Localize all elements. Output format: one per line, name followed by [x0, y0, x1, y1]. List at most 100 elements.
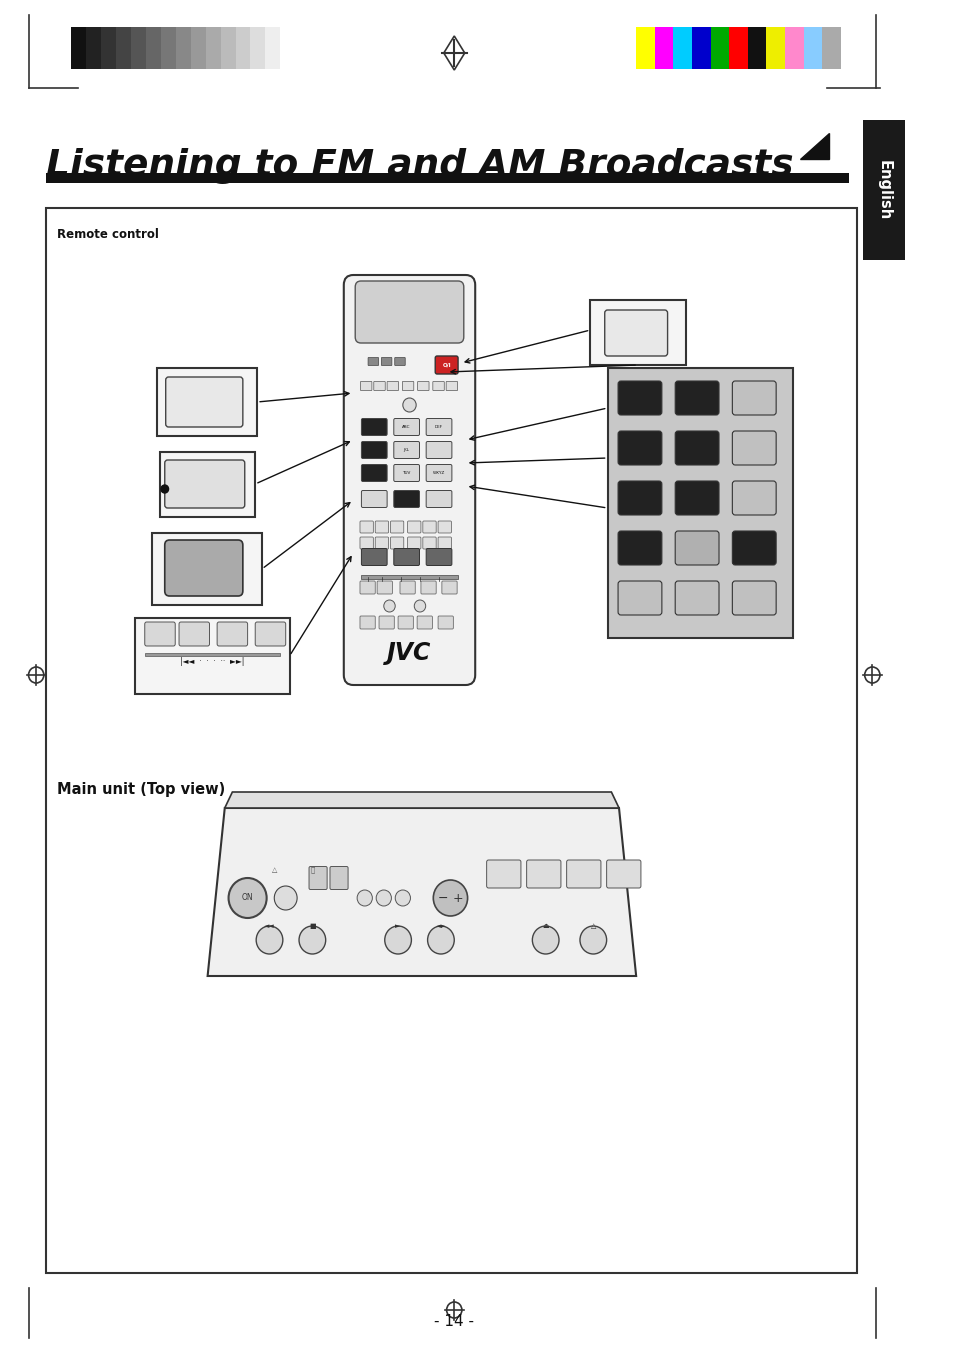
FancyBboxPatch shape [399, 581, 415, 594]
Text: ►: ► [395, 923, 400, 929]
FancyBboxPatch shape [359, 581, 375, 594]
FancyBboxPatch shape [376, 581, 392, 594]
FancyBboxPatch shape [361, 549, 387, 566]
Bar [821, 27, 840, 69]
FancyBboxPatch shape [675, 481, 719, 515]
FancyBboxPatch shape [426, 465, 452, 481]
Bar [673, 27, 691, 69]
Bar [101, 27, 116, 69]
FancyBboxPatch shape [355, 281, 463, 343]
FancyBboxPatch shape [375, 521, 388, 534]
Text: ⏏: ⏏ [542, 923, 548, 929]
Bar [265, 27, 280, 69]
FancyBboxPatch shape [255, 621, 285, 646]
Bar [46, 208, 856, 1273]
Text: JVC: JVC [387, 640, 432, 665]
Bar [146, 27, 161, 69]
FancyBboxPatch shape [368, 358, 378, 366]
FancyBboxPatch shape [437, 536, 451, 549]
FancyBboxPatch shape [441, 581, 456, 594]
Bar [590, 300, 685, 365]
FancyBboxPatch shape [407, 521, 420, 534]
Circle shape [579, 925, 606, 954]
FancyBboxPatch shape [378, 616, 394, 630]
FancyBboxPatch shape [435, 357, 457, 374]
FancyBboxPatch shape [145, 621, 175, 646]
Circle shape [433, 880, 467, 916]
Text: ABC: ABC [402, 426, 411, 430]
Bar [175, 27, 191, 69]
Text: △: △ [272, 867, 276, 873]
Text: DEF: DEF [435, 426, 442, 430]
FancyBboxPatch shape [732, 381, 776, 415]
FancyBboxPatch shape [606, 861, 640, 888]
FancyBboxPatch shape [360, 381, 372, 390]
Bar [765, 27, 784, 69]
FancyBboxPatch shape [390, 536, 403, 549]
FancyBboxPatch shape [374, 381, 385, 390]
Circle shape [256, 925, 282, 954]
Bar [46, 173, 847, 182]
Text: English: English [876, 159, 890, 220]
FancyBboxPatch shape [361, 490, 387, 508]
Bar [71, 27, 87, 69]
Text: JKL: JKL [403, 449, 409, 453]
Bar [710, 27, 728, 69]
Circle shape [402, 399, 416, 412]
Bar [135, 617, 289, 694]
Bar [728, 27, 747, 69]
Bar [131, 27, 146, 69]
FancyBboxPatch shape [390, 521, 403, 534]
FancyBboxPatch shape [361, 419, 387, 435]
Text: +: + [453, 892, 463, 905]
Bar [802, 27, 821, 69]
Bar [747, 27, 765, 69]
FancyBboxPatch shape [566, 861, 600, 888]
Circle shape [161, 485, 169, 493]
Circle shape [384, 925, 411, 954]
FancyBboxPatch shape [165, 540, 243, 596]
Bar [360, 576, 457, 580]
FancyBboxPatch shape [618, 581, 661, 615]
FancyBboxPatch shape [395, 358, 405, 366]
FancyBboxPatch shape [407, 536, 420, 549]
FancyBboxPatch shape [618, 531, 661, 565]
FancyBboxPatch shape [446, 381, 457, 390]
FancyBboxPatch shape [732, 431, 776, 465]
Text: WXYZ: WXYZ [433, 471, 445, 476]
Polygon shape [208, 808, 636, 975]
Bar [691, 27, 710, 69]
Bar [161, 27, 175, 69]
FancyBboxPatch shape [166, 377, 243, 427]
Text: Main unit (Top view): Main unit (Top view) [57, 782, 225, 797]
FancyBboxPatch shape [426, 419, 452, 435]
FancyBboxPatch shape [309, 866, 327, 889]
FancyBboxPatch shape [165, 459, 245, 508]
FancyBboxPatch shape [397, 616, 413, 630]
FancyBboxPatch shape [526, 861, 560, 888]
Bar [116, 27, 131, 69]
FancyBboxPatch shape [422, 521, 436, 534]
FancyBboxPatch shape [381, 358, 392, 366]
Bar [607, 367, 793, 638]
FancyBboxPatch shape [433, 381, 444, 390]
FancyBboxPatch shape [359, 536, 373, 549]
Circle shape [298, 925, 325, 954]
FancyBboxPatch shape [217, 621, 248, 646]
Circle shape [356, 890, 372, 907]
FancyBboxPatch shape [416, 616, 432, 630]
Bar [157, 367, 257, 436]
FancyBboxPatch shape [330, 866, 348, 889]
FancyBboxPatch shape [732, 581, 776, 615]
Circle shape [229, 878, 267, 917]
Text: ⬜: ⬜ [310, 867, 314, 873]
FancyBboxPatch shape [361, 442, 387, 458]
FancyBboxPatch shape [179, 621, 210, 646]
FancyBboxPatch shape [618, 481, 661, 515]
Bar [145, 653, 279, 657]
Bar [220, 27, 235, 69]
FancyBboxPatch shape [486, 861, 520, 888]
FancyBboxPatch shape [394, 490, 419, 508]
FancyBboxPatch shape [361, 465, 387, 481]
Text: |◄◄  ·  ·  ·  ··  ►►|: |◄◄ · · · ·· ►►| [180, 657, 244, 666]
